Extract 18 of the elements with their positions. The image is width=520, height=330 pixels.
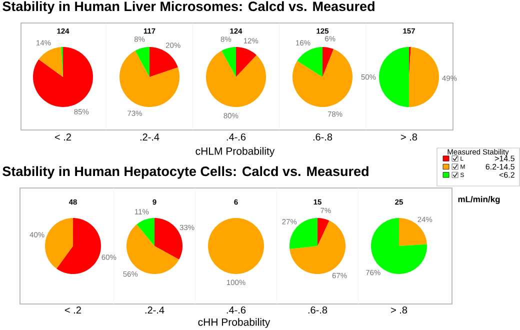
text: .6-.8: [308, 306, 328, 314]
text: > .8: [391, 306, 408, 314]
text: < .2: [65, 306, 81, 314]
text: Stability in Human Liver Microsomes: Calcd vs. Measured: [2, 1, 374, 14]
text: Stability in Human Hepatocyte Cells: Calcd vs. Measured: [2, 166, 368, 179]
text: cHH Probability: [198, 318, 270, 328]
text: cHLM Probability: [196, 147, 275, 157]
text: .6-.8: [313, 133, 332, 141]
text: .2-.4: [145, 306, 164, 314]
text: mL/min/kg: [458, 196, 500, 204]
text: .4-.6: [226, 306, 246, 314]
text: < .2: [55, 134, 71, 140]
text: > .8: [401, 133, 418, 141]
text: .4-.6: [226, 133, 246, 141]
text: >14.5: [494, 156, 514, 162]
text: <6.2: [499, 172, 514, 178]
text: .2-.4: [140, 134, 160, 140]
text: 6.2-14.5: [486, 164, 514, 170]
